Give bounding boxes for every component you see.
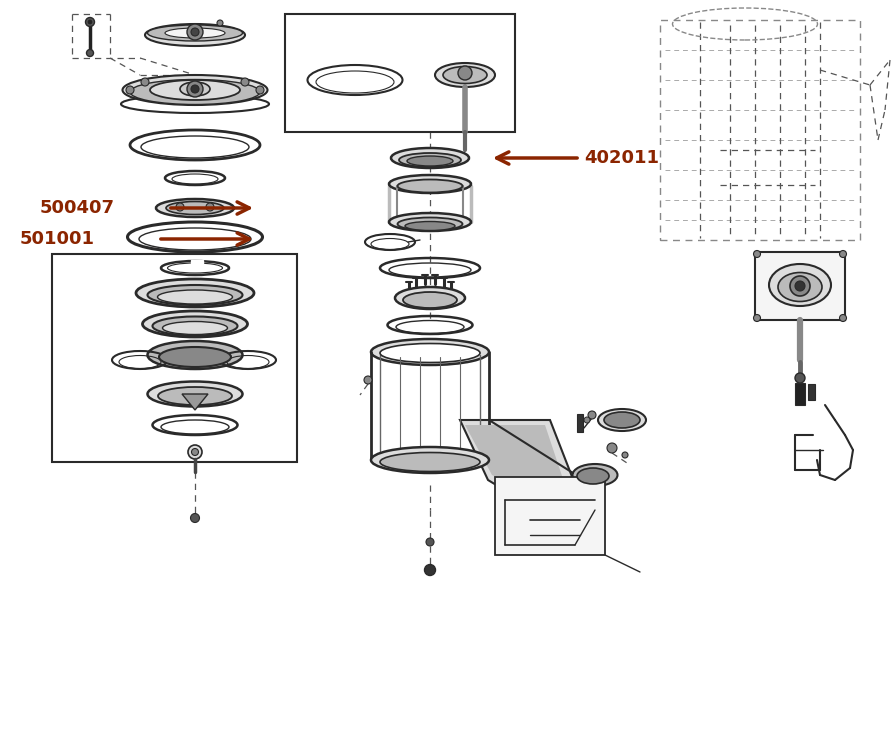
Ellipse shape xyxy=(148,382,242,407)
Polygon shape xyxy=(460,420,585,530)
Ellipse shape xyxy=(150,80,240,100)
Ellipse shape xyxy=(435,63,495,87)
Ellipse shape xyxy=(380,453,480,472)
Circle shape xyxy=(187,24,203,40)
Circle shape xyxy=(754,315,761,321)
Circle shape xyxy=(839,315,847,321)
Ellipse shape xyxy=(443,66,487,83)
Bar xyxy=(755,252,845,320)
Circle shape xyxy=(795,281,805,291)
Ellipse shape xyxy=(577,468,609,484)
Ellipse shape xyxy=(159,347,231,367)
Ellipse shape xyxy=(136,279,254,307)
Circle shape xyxy=(191,85,199,93)
Circle shape xyxy=(795,373,805,383)
Circle shape xyxy=(839,250,847,258)
Ellipse shape xyxy=(142,311,248,337)
Circle shape xyxy=(191,448,198,456)
Ellipse shape xyxy=(148,285,242,305)
Circle shape xyxy=(588,411,596,419)
Ellipse shape xyxy=(165,28,225,38)
Ellipse shape xyxy=(157,290,232,304)
Ellipse shape xyxy=(180,82,210,96)
Text: 501001: 501001 xyxy=(20,230,95,248)
Circle shape xyxy=(458,66,472,80)
Ellipse shape xyxy=(148,25,242,41)
Ellipse shape xyxy=(153,317,238,336)
Ellipse shape xyxy=(389,213,471,231)
Ellipse shape xyxy=(778,272,822,301)
Ellipse shape xyxy=(380,344,480,363)
Circle shape xyxy=(364,376,372,384)
Circle shape xyxy=(426,538,434,546)
Bar xyxy=(285,14,515,132)
Circle shape xyxy=(126,86,134,94)
Circle shape xyxy=(141,78,149,86)
Ellipse shape xyxy=(148,341,242,369)
Ellipse shape xyxy=(399,153,461,167)
Circle shape xyxy=(176,203,184,211)
Circle shape xyxy=(87,50,94,56)
Text: 500407: 500407 xyxy=(40,199,115,217)
Bar xyxy=(52,254,297,462)
Ellipse shape xyxy=(371,447,489,473)
Circle shape xyxy=(256,86,264,94)
Circle shape xyxy=(241,78,249,86)
Polygon shape xyxy=(182,394,208,410)
Bar xyxy=(495,477,605,555)
Circle shape xyxy=(790,276,810,296)
Circle shape xyxy=(607,443,617,453)
Bar xyxy=(577,414,583,432)
Circle shape xyxy=(754,250,761,258)
Circle shape xyxy=(188,445,202,459)
Circle shape xyxy=(190,513,199,523)
Ellipse shape xyxy=(389,175,471,193)
Circle shape xyxy=(187,81,203,97)
Ellipse shape xyxy=(572,464,618,486)
Ellipse shape xyxy=(598,409,646,431)
Ellipse shape xyxy=(391,148,469,168)
Ellipse shape xyxy=(145,24,245,46)
Circle shape xyxy=(88,20,92,24)
Ellipse shape xyxy=(166,201,224,215)
Circle shape xyxy=(206,203,214,211)
Ellipse shape xyxy=(158,387,232,405)
Ellipse shape xyxy=(371,339,489,365)
Ellipse shape xyxy=(130,80,260,104)
Circle shape xyxy=(622,452,628,458)
Ellipse shape xyxy=(403,292,457,308)
Ellipse shape xyxy=(395,287,465,309)
Ellipse shape xyxy=(604,412,640,428)
Ellipse shape xyxy=(405,221,455,231)
Ellipse shape xyxy=(156,199,234,217)
Circle shape xyxy=(584,417,590,423)
Bar xyxy=(191,260,203,268)
Polygon shape xyxy=(465,425,575,515)
Bar xyxy=(795,383,805,405)
Ellipse shape xyxy=(407,156,453,166)
Ellipse shape xyxy=(769,264,831,306)
Ellipse shape xyxy=(398,218,462,231)
Bar xyxy=(660,20,860,240)
Ellipse shape xyxy=(122,75,267,105)
Circle shape xyxy=(191,28,199,36)
Circle shape xyxy=(86,18,95,26)
Text: 402011: 402011 xyxy=(584,149,659,167)
Bar xyxy=(808,384,815,400)
Circle shape xyxy=(217,20,223,26)
Circle shape xyxy=(425,564,435,575)
Ellipse shape xyxy=(163,321,227,334)
Ellipse shape xyxy=(398,180,462,193)
